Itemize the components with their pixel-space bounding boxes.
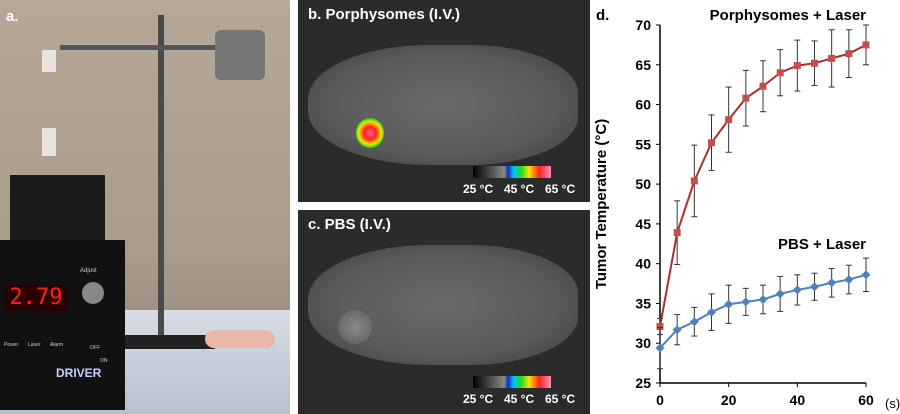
data-point-diamond xyxy=(844,275,854,285)
data-point-square xyxy=(690,177,698,185)
data-point-diamond xyxy=(672,325,682,335)
scale-label-45: 45 °C xyxy=(504,182,535,196)
temperature-chart: d. Tumor Temperature (°C) (s) 25 30 35 40 45… xyxy=(593,7,900,411)
data-point-square xyxy=(811,59,818,67)
driver-label: DRIVER xyxy=(56,366,102,380)
panel-b-label: b. Porphysomes (I.V.) xyxy=(308,6,460,23)
alarm-label: Alarm xyxy=(50,342,64,348)
panel-c-label: c. PBS (I.V.) xyxy=(308,216,391,233)
data-point-diamond xyxy=(792,285,802,295)
data-point-square xyxy=(673,229,681,237)
y-tick-label: 60 xyxy=(635,97,651,113)
off-label: OFF xyxy=(90,345,100,351)
driver-display: 2.79 xyxy=(5,285,67,311)
data-point-diamond xyxy=(689,317,699,327)
series-label-pbs: PBS + Laser xyxy=(778,236,866,253)
tumor-hotspot xyxy=(356,118,384,148)
series-label-porphysomes: Porphysomes + Laser xyxy=(710,7,866,24)
data-point-square xyxy=(845,50,853,58)
x-tick-label: 60 xyxy=(858,392,874,408)
data-point-square xyxy=(759,82,767,90)
thermal-image-pbs: c. PBS (I.V.) 25 °C 45 °C 65 °C xyxy=(298,210,590,414)
data-point-diamond xyxy=(775,289,785,299)
adjust-label: Adjust xyxy=(80,268,97,274)
mouse-silhouette xyxy=(308,245,578,365)
scale-label-45: 45 °C xyxy=(504,392,535,406)
data-point-square xyxy=(776,69,784,77)
data-point-diamond xyxy=(655,343,665,353)
x-tick-label: 0 xyxy=(656,392,664,408)
data-point-diamond xyxy=(861,270,871,280)
scale-label-25: 25 °C xyxy=(463,182,494,196)
data-point-square xyxy=(793,62,801,70)
laser-driver: 2.79 Adjust Power Laser Alarm OFF ON DRI… xyxy=(0,240,125,410)
adjust-knob xyxy=(82,282,104,304)
scale-label-65: 65 °C xyxy=(545,392,576,406)
data-point-diamond xyxy=(810,282,819,292)
data-point-square xyxy=(828,54,836,62)
y-tick-label: 55 xyxy=(635,136,651,152)
y-tick-label: 50 xyxy=(635,176,651,192)
y-axis-label: Tumor Temperature (°C) xyxy=(593,119,610,289)
data-point-diamond xyxy=(827,278,837,288)
laser-label: Laser xyxy=(28,342,41,348)
data-point-diamond xyxy=(707,307,716,317)
mouse-silhouette xyxy=(308,45,578,165)
y-tick-label: 30 xyxy=(635,335,651,351)
data-point-square xyxy=(742,94,750,102)
wall-switch xyxy=(42,128,56,156)
x-tick-label: 20 xyxy=(721,392,737,408)
data-point-diamond xyxy=(724,299,734,309)
data-point-diamond xyxy=(741,297,751,307)
y-tick-label: 70 xyxy=(635,17,651,33)
panel-d-label: d. xyxy=(596,7,609,24)
wall-outlet xyxy=(42,50,56,72)
panel-a-label: a. xyxy=(6,8,19,25)
power-label: Power xyxy=(4,342,19,348)
y-tick-label: 45 xyxy=(635,216,651,232)
scale-label-25: 25 °C xyxy=(463,392,494,406)
data-point-square xyxy=(725,116,733,124)
data-point-square xyxy=(708,139,715,147)
color-scale-bar xyxy=(473,376,551,388)
stand-arm xyxy=(60,45,260,50)
y-tick-label: 40 xyxy=(635,256,651,272)
tumor-region xyxy=(338,310,372,344)
setup-photo: 2.79 Adjust Power Laser Alarm OFF ON DRI… xyxy=(0,0,290,414)
on-label: ON xyxy=(100,358,108,364)
y-tick-label: 65 xyxy=(635,57,651,73)
data-point-diamond xyxy=(758,294,768,304)
color-scale-bar xyxy=(473,166,551,178)
data-point-square xyxy=(656,323,664,331)
y-tick-label: 25 xyxy=(635,375,651,391)
mouse xyxy=(205,330,275,348)
y-tick-label: 35 xyxy=(635,295,651,311)
stand-rod xyxy=(158,15,164,345)
stand-base xyxy=(120,335,215,349)
scale-label-65: 65 °C xyxy=(545,182,576,196)
data-point-square xyxy=(862,41,870,49)
fiber-holder xyxy=(215,30,265,80)
x-axis-unit: (s) xyxy=(885,396,900,411)
x-tick-label: 40 xyxy=(790,392,806,408)
thermal-image-porphysomes: b. Porphysomes (I.V.) 25 °C 45 °C 65 °C xyxy=(298,0,590,202)
